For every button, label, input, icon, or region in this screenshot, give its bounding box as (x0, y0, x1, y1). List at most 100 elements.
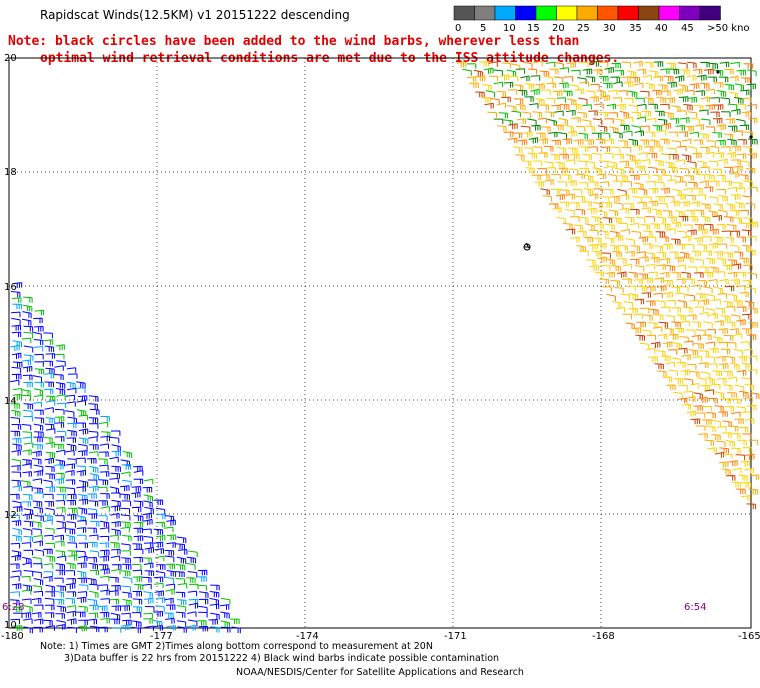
wind-barb (231, 626, 241, 634)
wind-barb (606, 293, 616, 302)
time-label-right: 6:54 (684, 602, 706, 613)
wind-barb (653, 314, 664, 320)
wind-barb (55, 569, 66, 576)
wind-barb (165, 583, 176, 590)
wind-barb (565, 228, 576, 235)
wind-barb (220, 597, 231, 605)
wind-barb (131, 626, 141, 634)
wind-barb (120, 605, 130, 611)
wind-barb (646, 334, 656, 341)
wind-barb (186, 556, 197, 564)
wind-barb (588, 229, 599, 236)
wind-barb (713, 203, 723, 210)
wind-barb (704, 68, 714, 75)
wind-barb (675, 125, 685, 131)
wind-barb (700, 82, 710, 89)
wind-barb (622, 181, 632, 187)
wind-barb (595, 138, 606, 145)
legend-color-box (515, 5, 537, 21)
wind-barb (110, 618, 120, 625)
wind-barb (77, 519, 87, 526)
wind-barb (600, 146, 611, 152)
wind-barb (641, 110, 652, 117)
wind-barb (11, 458, 22, 466)
wind-barb (729, 328, 740, 334)
wind-barb (677, 181, 687, 187)
credit-line: NOAA/NESDIS/Center for Satellite Applica… (236, 667, 524, 678)
wind-barb (735, 187, 746, 193)
wind-barb (704, 389, 715, 395)
legend-color-box (679, 5, 701, 21)
wind-barb (676, 194, 686, 200)
wind-barb (573, 224, 584, 231)
wind-barb (694, 306, 704, 312)
wind-barb (66, 443, 77, 451)
wind-barb (630, 174, 640, 181)
lon-label-171: -171 (444, 631, 467, 642)
wind-barb (570, 202, 580, 208)
wind-barb (590, 83, 600, 90)
wind-barb (660, 306, 671, 313)
wind-barb (697, 74, 707, 81)
wind-barb (671, 221, 682, 228)
wind-barb (700, 62, 710, 68)
wind-barb (597, 125, 608, 133)
wind-barb (32, 563, 43, 569)
wind-barb (612, 217, 622, 224)
wind-barb (735, 454, 746, 461)
wind-barb (610, 196, 620, 202)
wind-barb (56, 494, 67, 500)
wind-barb (176, 605, 187, 612)
wind-barb (534, 181, 545, 187)
wind-barb (683, 187, 693, 194)
wind-barb (708, 397, 718, 404)
wind-barb (175, 578, 186, 584)
wind-barb (583, 236, 593, 243)
wind-barb (612, 97, 622, 103)
wind-barb (557, 132, 567, 139)
wind-barb (656, 130, 667, 136)
wind-barb (615, 307, 626, 313)
wind-barb (76, 469, 86, 477)
wind-barb (32, 375, 42, 383)
wind-barb (663, 341, 673, 348)
wind-barb (716, 440, 726, 448)
wind-barb (637, 201, 647, 208)
wind-barb (698, 362, 709, 368)
wind-barb (45, 395, 56, 402)
wind-barb (641, 292, 652, 298)
wind-barb (22, 556, 32, 565)
wind-barb (110, 555, 121, 561)
wind-barb (679, 168, 689, 175)
footer-note-line1: Note: 1) Times are GMT 2)Times along bot… (40, 641, 433, 652)
wind-barb (520, 125, 531, 132)
wind-barb (730, 230, 741, 237)
legend-color-box (658, 5, 680, 21)
wind-barb (746, 286, 756, 294)
wind-barb (660, 138, 670, 145)
wind-barb (462, 68, 472, 76)
wind-barb (684, 89, 695, 96)
wind-barb (88, 430, 99, 437)
wind-barb (734, 97, 744, 104)
wind-barb (133, 535, 144, 542)
wind-barb (496, 90, 506, 97)
wind-barb (120, 493, 130, 500)
wind-barb (631, 327, 642, 334)
wind-barb (32, 571, 42, 578)
wind-barb (655, 300, 666, 307)
wind-barb (31, 597, 42, 604)
wind-barb (33, 423, 44, 431)
wind-barb (111, 605, 121, 612)
wind-barb (678, 131, 689, 137)
wind-barb (710, 97, 720, 103)
wind-barb (143, 518, 153, 526)
wind-barb (88, 534, 99, 540)
wind-barb (747, 69, 757, 77)
wind-barb (708, 62, 718, 69)
wind-barb (65, 394, 76, 401)
wind-barb (644, 97, 654, 104)
wind-barb (527, 153, 538, 159)
wind-barb (729, 171, 739, 178)
